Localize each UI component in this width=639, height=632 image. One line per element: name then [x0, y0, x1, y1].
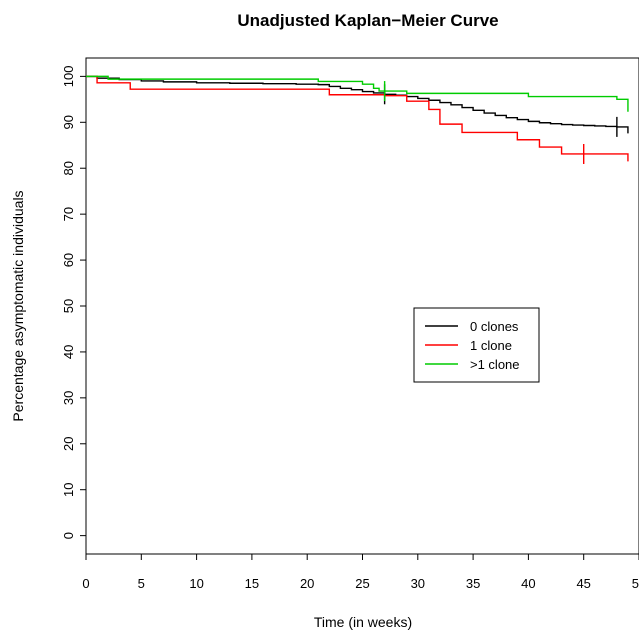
y-tick-label: 30 — [61, 391, 76, 405]
x-tick-label: 45 — [576, 576, 590, 591]
x-tick-label: 5 — [138, 576, 145, 591]
plot-frame — [85, 57, 639, 555]
series-layer — [86, 75, 629, 164]
y-tick-label: 40 — [61, 345, 76, 359]
y-tick-label: 10 — [61, 482, 76, 496]
y-tick-label: 20 — [61, 437, 76, 451]
y-axis: 0 10 20 30 40 50 60 70 80 90 100 — [61, 66, 86, 539]
x-tick-label: 20 — [300, 576, 314, 591]
y-tick-label: 0 — [61, 532, 76, 539]
legend: 0 clones 1 clone >1 clone — [413, 307, 540, 383]
y-tick-label: 100 — [61, 66, 76, 88]
x-axis: 0 5 10 15 20 25 30 35 40 45 50 — [82, 554, 639, 591]
plot-area — [85, 57, 639, 555]
y-tick-label: 70 — [61, 207, 76, 221]
y-tick-label: 50 — [61, 299, 76, 313]
series-line-1-clone — [86, 75, 629, 162]
x-tick-label: 40 — [521, 576, 535, 591]
series-line-1-clone — [86, 75, 629, 112]
chart-title: Unadjusted Kaplan−Meier Curve — [237, 11, 498, 30]
x-tick-label: 25 — [355, 576, 369, 591]
x-axis-label: Time (in weeks) — [314, 614, 412, 630]
x-tick-label: 0 — [82, 576, 89, 591]
series-line-0-clones — [86, 75, 629, 134]
x-tick-label: 10 — [189, 576, 203, 591]
y-tick-label: 60 — [61, 253, 76, 267]
x-tick-label: 35 — [466, 576, 480, 591]
legend-label-0-clones: 0 clones — [470, 319, 519, 334]
x-tick-label: 15 — [245, 576, 259, 591]
x-tick-label: 30 — [411, 576, 425, 591]
y-tick-label: 90 — [61, 115, 76, 129]
y-tick-label: 80 — [61, 161, 76, 175]
legend-label-1-clone: 1 clone — [470, 338, 512, 353]
y-axis-label: Percentage asymptomatic individuals — [10, 190, 26, 421]
legend-label-gt1-clone: >1 clone — [470, 357, 520, 372]
x-tick-label: 50 — [632, 576, 639, 591]
